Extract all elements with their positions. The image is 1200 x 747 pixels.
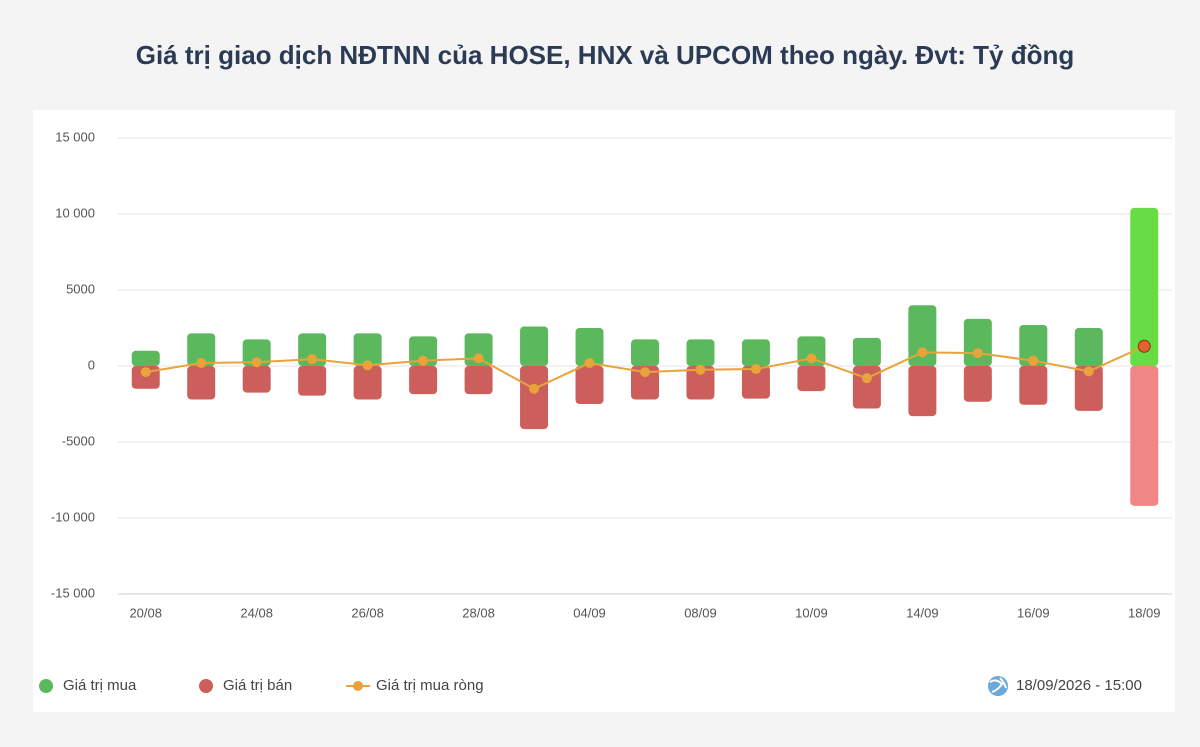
- bar: [1019, 324, 1048, 366]
- y-tick-label: 15 000: [55, 129, 95, 144]
- bar: [298, 366, 327, 396]
- x-tick-label: 20/08: [129, 605, 162, 620]
- net-point: [196, 357, 207, 368]
- bar: [797, 336, 826, 366]
- bar: [963, 318, 992, 366]
- net-point: [806, 353, 817, 364]
- x-tick-label: 08/09: [684, 605, 717, 620]
- legend-label: Giá trị bán: [223, 677, 292, 694]
- legend-swatch: [353, 681, 363, 691]
- net-point: [640, 367, 650, 378]
- bar: [131, 350, 160, 366]
- net-point: [362, 360, 373, 371]
- chart-title: Giá trị giao dịch NĐTNN của HOSE, HNX và…: [136, 40, 1075, 70]
- net-point: [917, 347, 928, 358]
- net-point: [1083, 366, 1094, 377]
- x-tick-label: 14/09: [906, 605, 939, 620]
- net-point: [861, 373, 872, 384]
- bar: [1130, 366, 1159, 506]
- y-tick-label: -10 000: [51, 509, 95, 524]
- bar: [686, 339, 715, 366]
- bar: [520, 326, 549, 366]
- y-tick-label: 5000: [66, 281, 95, 296]
- bar: [1019, 366, 1048, 405]
- net-point: [529, 383, 540, 394]
- y-tick-label: -5000: [62, 433, 95, 448]
- bar: [741, 366, 770, 399]
- bar: [631, 339, 659, 366]
- net-point: [584, 357, 595, 368]
- bar: [242, 339, 271, 366]
- x-tick-label: 28/08: [462, 605, 495, 620]
- x-tick-label: 24/08: [240, 605, 273, 620]
- net-point: [140, 367, 151, 378]
- legend-label: Giá trị mua ròng: [376, 677, 484, 694]
- bar: [298, 333, 327, 366]
- net-point: [307, 354, 318, 365]
- bar: [631, 366, 659, 400]
- legend-swatch: [199, 679, 213, 693]
- bar: [797, 366, 826, 392]
- bar: [741, 339, 770, 366]
- bar: [353, 333, 382, 366]
- legend-swatch: [39, 679, 53, 693]
- y-tick-label: 10 000: [55, 205, 95, 220]
- bar: [520, 366, 549, 430]
- bar: [409, 336, 438, 366]
- bar: [409, 366, 438, 395]
- net-point: [750, 364, 761, 375]
- x-tick-label: 26/08: [351, 605, 384, 620]
- bar: [187, 366, 216, 400]
- bar: [575, 328, 604, 366]
- bar: [1130, 207, 1159, 366]
- bar: [187, 333, 216, 366]
- x-tick-label: 16/09: [1017, 605, 1050, 620]
- bar: [686, 366, 715, 400]
- net-point: [1028, 355, 1039, 366]
- bar: [908, 305, 937, 366]
- y-tick-label: -15 000: [51, 585, 95, 600]
- bar: [353, 366, 382, 400]
- net-point: [695, 364, 706, 375]
- net-point: [972, 348, 983, 359]
- bar: [1074, 328, 1103, 366]
- legend-label: Giá trị mua: [63, 677, 137, 694]
- y-tick-label: 0: [88, 357, 95, 372]
- net-point: [473, 353, 484, 364]
- bar: [852, 366, 881, 409]
- net-point: [418, 355, 429, 366]
- bar: [464, 366, 493, 395]
- net-point: [1137, 339, 1151, 353]
- bar: [575, 366, 604, 404]
- bar: [242, 366, 271, 393]
- timestamp: 18/09/2026 - 15:00: [988, 676, 1142, 696]
- x-tick-label: 18/09: [1128, 605, 1161, 620]
- x-tick-label: 04/09: [573, 605, 606, 620]
- timestamp-text: 18/09/2026 - 15:00: [1016, 677, 1142, 694]
- globe-icon-detail: [989, 677, 1007, 693]
- x-tick-label: 10/09: [795, 605, 828, 620]
- panel: [33, 110, 1175, 712]
- bar: [1074, 366, 1103, 411]
- bar: [908, 366, 937, 417]
- bar: [963, 366, 992, 402]
- bar: [852, 337, 881, 366]
- net-point: [251, 357, 262, 368]
